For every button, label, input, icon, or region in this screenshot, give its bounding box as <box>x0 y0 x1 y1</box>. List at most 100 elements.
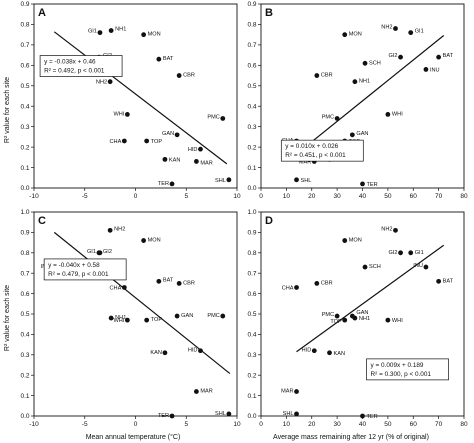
x-tick-label: 10 <box>283 193 291 200</box>
y-tick-label: 0.2 <box>20 144 29 151</box>
y-tick-label: 0.1 <box>247 165 256 172</box>
data-point-whi <box>124 112 130 117</box>
point-label-whi: WHI <box>114 111 125 117</box>
ylabel-bottom: R² value for each site <box>4 285 11 351</box>
point-label-cbr: CBR <box>183 73 195 79</box>
data-point-pmc <box>334 116 340 121</box>
y-tick-label: 0.8 <box>247 22 256 29</box>
equation-box <box>39 55 123 77</box>
point-label-cha: CHA <box>282 285 294 291</box>
point-label-cbr: CBR <box>321 280 333 286</box>
data-point-gi1 <box>408 250 414 256</box>
data-point-nh1 <box>108 315 114 321</box>
point-label-hid: HID <box>188 348 198 354</box>
data-point-gan <box>174 313 180 319</box>
x-tick-label: 0 <box>259 421 263 428</box>
stats-text: R² = 0.451, p < 0.001 <box>285 152 346 159</box>
y-tick-label: 0.4 <box>247 103 256 110</box>
y-tick-label: 0.3 <box>247 352 256 359</box>
x-tick-label: -5 <box>82 421 88 428</box>
y-tick-label: 0.2 <box>20 372 29 379</box>
data-point-shl <box>226 411 232 417</box>
point-label-kan: KAN <box>169 157 181 163</box>
data-point-top <box>342 317 348 323</box>
data-point-gan <box>174 132 180 138</box>
panel-B: 0.0 0.1 0.2 0.3 0.4 0.5 0.6 0.7 0.8 0.9 0 10 20 30 40 5… <box>247 1 468 200</box>
stats-text: R² = 0.492, p < 0.001 <box>44 68 105 75</box>
point-label-shl: SHL <box>215 411 226 417</box>
point-label-nh2: NH2 <box>381 25 392 31</box>
y-tick-label: 0.7 <box>247 42 256 49</box>
data-point-mon <box>141 32 147 38</box>
x-tick-label: 70 <box>435 421 443 428</box>
point-label-pmc: PMC <box>322 312 334 318</box>
point-label-cha: CHA <box>110 285 122 291</box>
data-point-gi2 <box>398 250 403 256</box>
xlabel-left: Mean annual temperature (°C) <box>86 433 181 441</box>
point-label-hid: HID <box>188 147 198 153</box>
y-tick-label: 0.6 <box>247 291 256 298</box>
data-point-bat <box>156 56 162 62</box>
data-point-cbr <box>176 281 182 286</box>
data-point-nh2 <box>393 26 398 31</box>
point-label-whi: WHI <box>114 318 125 324</box>
panel-C: 0.0 0.1 0.2 0.3 0.4 0.5 0.6 0.7 0.8 0.9 1.0 -10 -5 0 5… <box>20 209 241 428</box>
x-tick-label: 20 <box>308 193 316 200</box>
x-tick-label: 50 <box>384 421 392 428</box>
data-point-ter <box>169 413 175 419</box>
data-point-inu <box>423 264 429 270</box>
data-point-hid <box>198 146 203 152</box>
panel-label: C <box>38 215 46 227</box>
y-tick-label: 0.4 <box>20 332 29 339</box>
data-point-hid <box>311 348 317 354</box>
trend-line <box>296 244 445 353</box>
point-label-gan: GAN <box>356 310 368 316</box>
x-tick-label: 10 <box>233 421 241 428</box>
y-tick-label: 0.8 <box>20 22 29 29</box>
point-label-nh1: NH1 <box>115 315 126 321</box>
data-point-bat <box>156 278 162 284</box>
ylabel-top: R² value for each site <box>4 77 11 143</box>
point-label-kan: KAN <box>150 350 162 356</box>
data-point-cbr <box>314 73 320 78</box>
data-point-cha <box>121 138 127 144</box>
point-label-top: TOP <box>151 139 163 145</box>
point-label-gi1: GI1 <box>415 29 424 35</box>
y-tick-label: 0.3 <box>20 124 29 131</box>
data-point-kan <box>162 350 168 356</box>
point-label-gan: GAN <box>162 131 174 137</box>
y-tick-label: 0.6 <box>20 63 29 70</box>
data-point-cha <box>294 285 299 290</box>
y-tick-label: 0.9 <box>20 230 29 237</box>
point-label-nh2: NH2 <box>381 226 392 232</box>
data-point-kan <box>327 350 332 356</box>
y-tick-label: 0.1 <box>247 393 256 400</box>
x-tick-label: 30 <box>334 421 342 428</box>
y-tick-label: 0.9 <box>20 1 29 8</box>
y-tick-label: 0.7 <box>20 270 29 277</box>
data-point-cbr <box>314 281 320 286</box>
point-label-shl: SHL <box>301 178 312 184</box>
point-label-cbr: CBR <box>321 73 333 79</box>
point-label-ter: TER <box>158 413 169 419</box>
data-point-ter <box>169 181 175 187</box>
point-label-nh2: NH2 <box>114 226 125 232</box>
data-point-top <box>144 138 150 144</box>
equation-text: y = -0.038x + 0.46 <box>44 59 96 66</box>
x-tick-label: 0 <box>134 193 138 200</box>
data-point-shl <box>294 177 299 183</box>
data-point-mar <box>194 389 199 394</box>
point-label-ter: TER <box>158 181 169 187</box>
point-label-cha: CHA <box>110 139 122 145</box>
data-point-whi <box>124 317 130 323</box>
point-label-sch: SCH <box>369 60 381 66</box>
point-label-nh1: NH1 <box>115 27 126 33</box>
equation-text: y = 0.010x + 0.026 <box>285 143 338 150</box>
equation-box <box>280 139 364 162</box>
data-point-bat <box>436 278 442 284</box>
panels: 0.0 0.1 0.2 0.3 0.4 0.5 0.6 0.7 0.8 0.9 -10 -5 0 5 10 A… <box>20 1 468 428</box>
data-point-kan <box>162 156 168 162</box>
y-tick-label: 0.1 <box>20 393 29 400</box>
point-label-bat: BAT <box>443 53 454 59</box>
equation-text: y = -0.040x + 0.58 <box>48 262 100 269</box>
